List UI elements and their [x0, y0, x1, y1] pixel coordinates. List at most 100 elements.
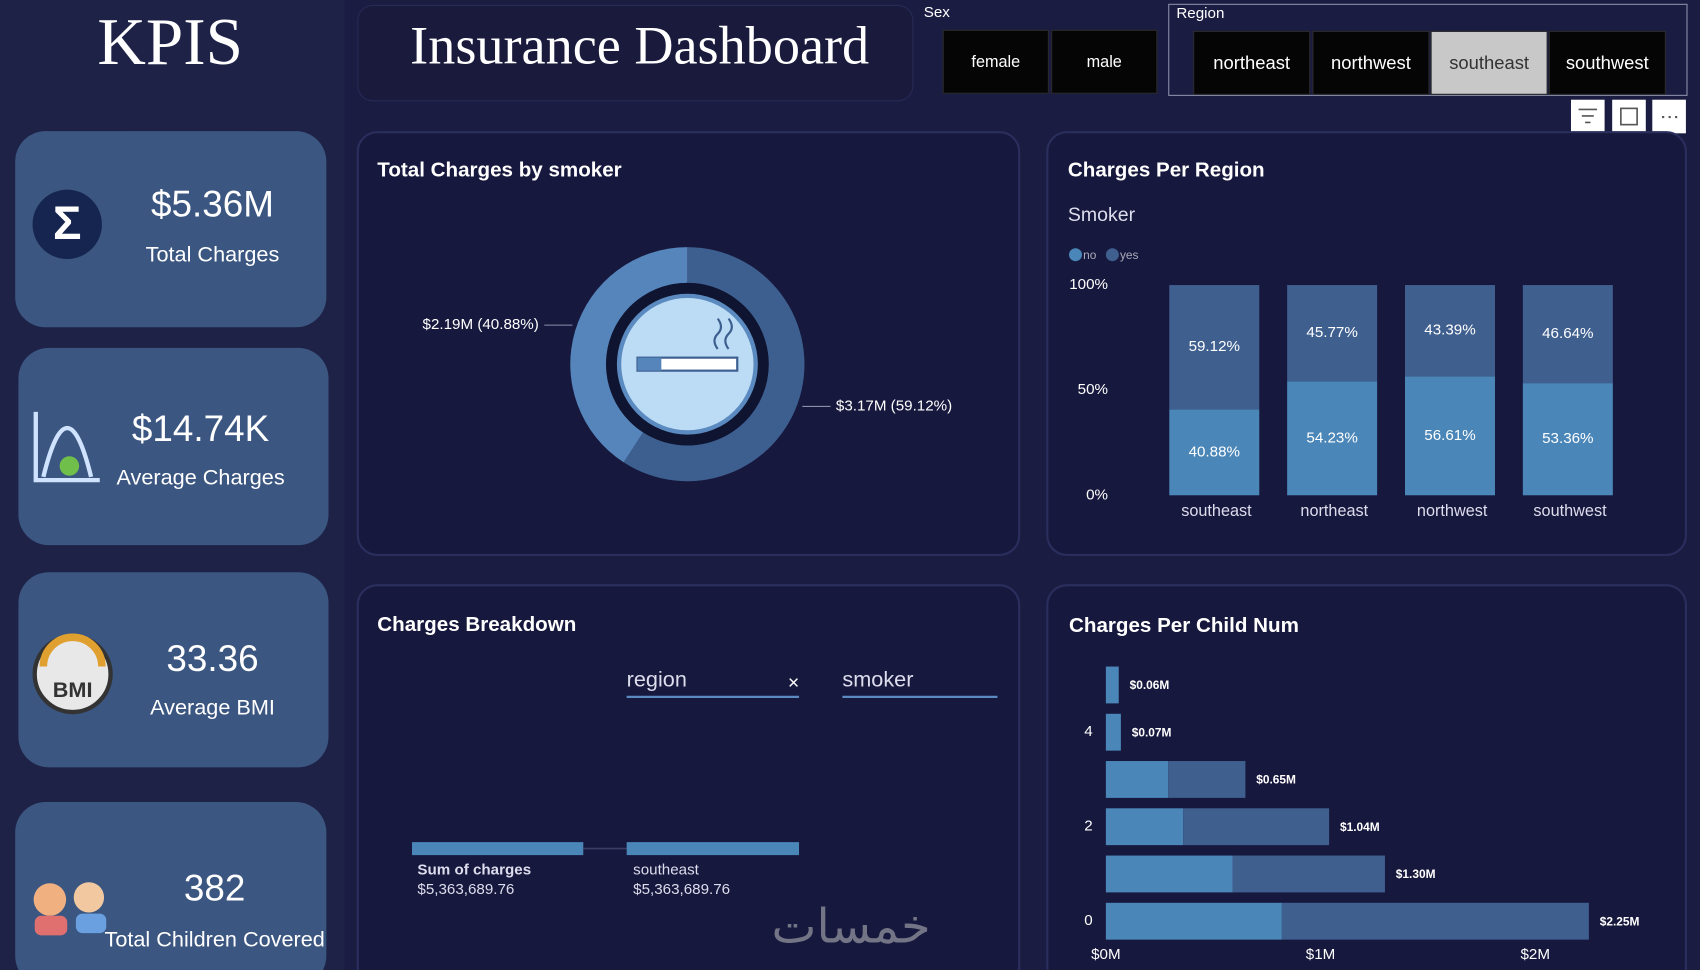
data-label: 53.36%: [1542, 430, 1593, 447]
bar-segment: [1105, 666, 1119, 704]
total-label: $0.65M: [1256, 773, 1296, 787]
chart-title: Total Charges by smoker: [377, 159, 621, 182]
kpi-title: KPIS: [97, 4, 243, 79]
breakdown-title: Charges Breakdown: [377, 613, 576, 636]
watermark: خمسات: [772, 900, 931, 953]
slicer-title: Sex: [924, 4, 951, 21]
x-tick-label: $2M: [1520, 946, 1549, 963]
legend-label[interactable]: yes: [1120, 248, 1139, 262]
bar-segment: [1105, 855, 1233, 893]
x-tick-label: southwest: [1533, 502, 1607, 520]
dashboard-title: Insurance Dashboard: [410, 15, 869, 75]
data-label: 40.88%: [1189, 443, 1240, 460]
x-tick-label: northwest: [1417, 502, 1488, 520]
chart-title: Charges Per Child Num: [1069, 614, 1299, 637]
kpi-card: [18, 572, 329, 768]
bar-segment: [1105, 808, 1184, 846]
bar-segment: [1522, 383, 1613, 496]
bar-segment: [1281, 902, 1589, 940]
kpi-card: [15, 131, 327, 328]
x-tick-label: northeast: [1300, 502, 1368, 520]
chart-title: Charges Per Region: [1068, 159, 1265, 182]
focus-button[interactable]: [1612, 99, 1646, 134]
kpi-label: Average Charges: [116, 465, 284, 490]
y-tick-label: 4: [1084, 723, 1092, 740]
kpi-value: $14.74K: [132, 408, 270, 449]
bmi-icon-text: BMI: [53, 677, 93, 702]
slicer-button[interactable]: [1312, 30, 1430, 95]
child-icon: [75, 913, 107, 934]
remove-field-button[interactable]: ×: [788, 672, 799, 694]
total-label: $0.07M: [1132, 725, 1172, 739]
data-label: 56.61%: [1424, 427, 1475, 444]
bar-segment: [1183, 808, 1330, 846]
y-tick-label: 0%: [1086, 486, 1108, 503]
y-tick-label: 2: [1084, 818, 1092, 835]
data-label: 43.39%: [1424, 322, 1475, 339]
donut-chart: $2.19M (40.88%) $3.17M (59.12%): [423, 247, 952, 482]
legend-title: Smoker: [1068, 204, 1136, 226]
tree-node-label: Sum of charges: [417, 861, 531, 878]
focus-glyph: [1620, 107, 1638, 126]
kpi-label: Total Children Covered: [105, 926, 325, 951]
bar-segment: [1105, 761, 1169, 798]
slicer-option: female: [971, 53, 1020, 71]
total-label: $1.30M: [1396, 867, 1436, 881]
data-label: 59.12%: [1189, 338, 1240, 355]
bar-segment: [1287, 285, 1378, 382]
x-tick-label: $0M: [1091, 946, 1120, 963]
y-tick-label: 0: [1084, 912, 1092, 929]
money-bag-icon: [59, 456, 80, 476]
header-panel: [357, 4, 914, 102]
data-label: 46.64%: [1542, 325, 1593, 342]
donut-slice: [570, 247, 688, 463]
filter-glyph: [1578, 108, 1598, 124]
kpi-label: Average BMI: [150, 695, 275, 720]
bar-segment: [1232, 855, 1385, 893]
bar-segment: [1404, 285, 1495, 377]
slicer-option: male: [1087, 53, 1122, 71]
slicer-option: southeast: [1449, 52, 1529, 73]
bar-segment: [1168, 761, 1246, 798]
data-label: 54.23%: [1306, 429, 1357, 446]
breakdown-field[interactable]: region: [627, 666, 687, 691]
slicer-option: southwest: [1566, 52, 1649, 73]
panel: [356, 584, 1021, 970]
slicer-frame: [1168, 3, 1688, 96]
tree-node-label: southeast: [633, 861, 700, 878]
cigarette-filter: [637, 357, 662, 371]
slicer-button[interactable]: [1548, 30, 1666, 95]
child-icon: [33, 883, 67, 916]
kpi-value: 33.36: [166, 638, 258, 679]
slicer-button[interactable]: [1193, 30, 1311, 95]
child-icon: [34, 915, 68, 936]
bar-segment: [1287, 381, 1378, 496]
bar-segment: [1105, 902, 1282, 940]
bar-segment: [1522, 285, 1613, 384]
kpi-value: 382: [184, 868, 245, 909]
total-label: $2.25M: [1600, 914, 1640, 928]
donut-slice: [623, 247, 805, 482]
kpi-cards: Σ BMI: [15, 131, 329, 970]
legend-marker: [1105, 248, 1119, 262]
legend-label[interactable]: no: [1083, 248, 1097, 262]
total-label: $1.04M: [1340, 820, 1380, 834]
y-tick-label: 50%: [1078, 381, 1108, 398]
slicer-button[interactable]: [942, 29, 1049, 94]
tree-node-value: $5,363,689.76: [417, 881, 514, 898]
slicer-option: northeast: [1213, 52, 1290, 73]
slicer-button[interactable]: [1430, 30, 1548, 95]
breakdown-field[interactable]: smoker: [842, 666, 913, 691]
bar-segment: [1105, 713, 1121, 751]
tree-node-bar[interactable]: [411, 842, 584, 856]
slicer-title: Region: [1176, 5, 1224, 22]
bar-segment: [1169, 409, 1260, 496]
kpi-label: Total Charges: [146, 241, 280, 266]
tree-node-bar[interactable]: [626, 842, 800, 856]
slicer-option: northwest: [1331, 52, 1411, 73]
slicer-button[interactable]: [1051, 29, 1158, 94]
legend-marker: [1069, 248, 1083, 262]
y-tick-label: 100%: [1069, 276, 1108, 293]
bar-segment: [1404, 376, 1495, 496]
